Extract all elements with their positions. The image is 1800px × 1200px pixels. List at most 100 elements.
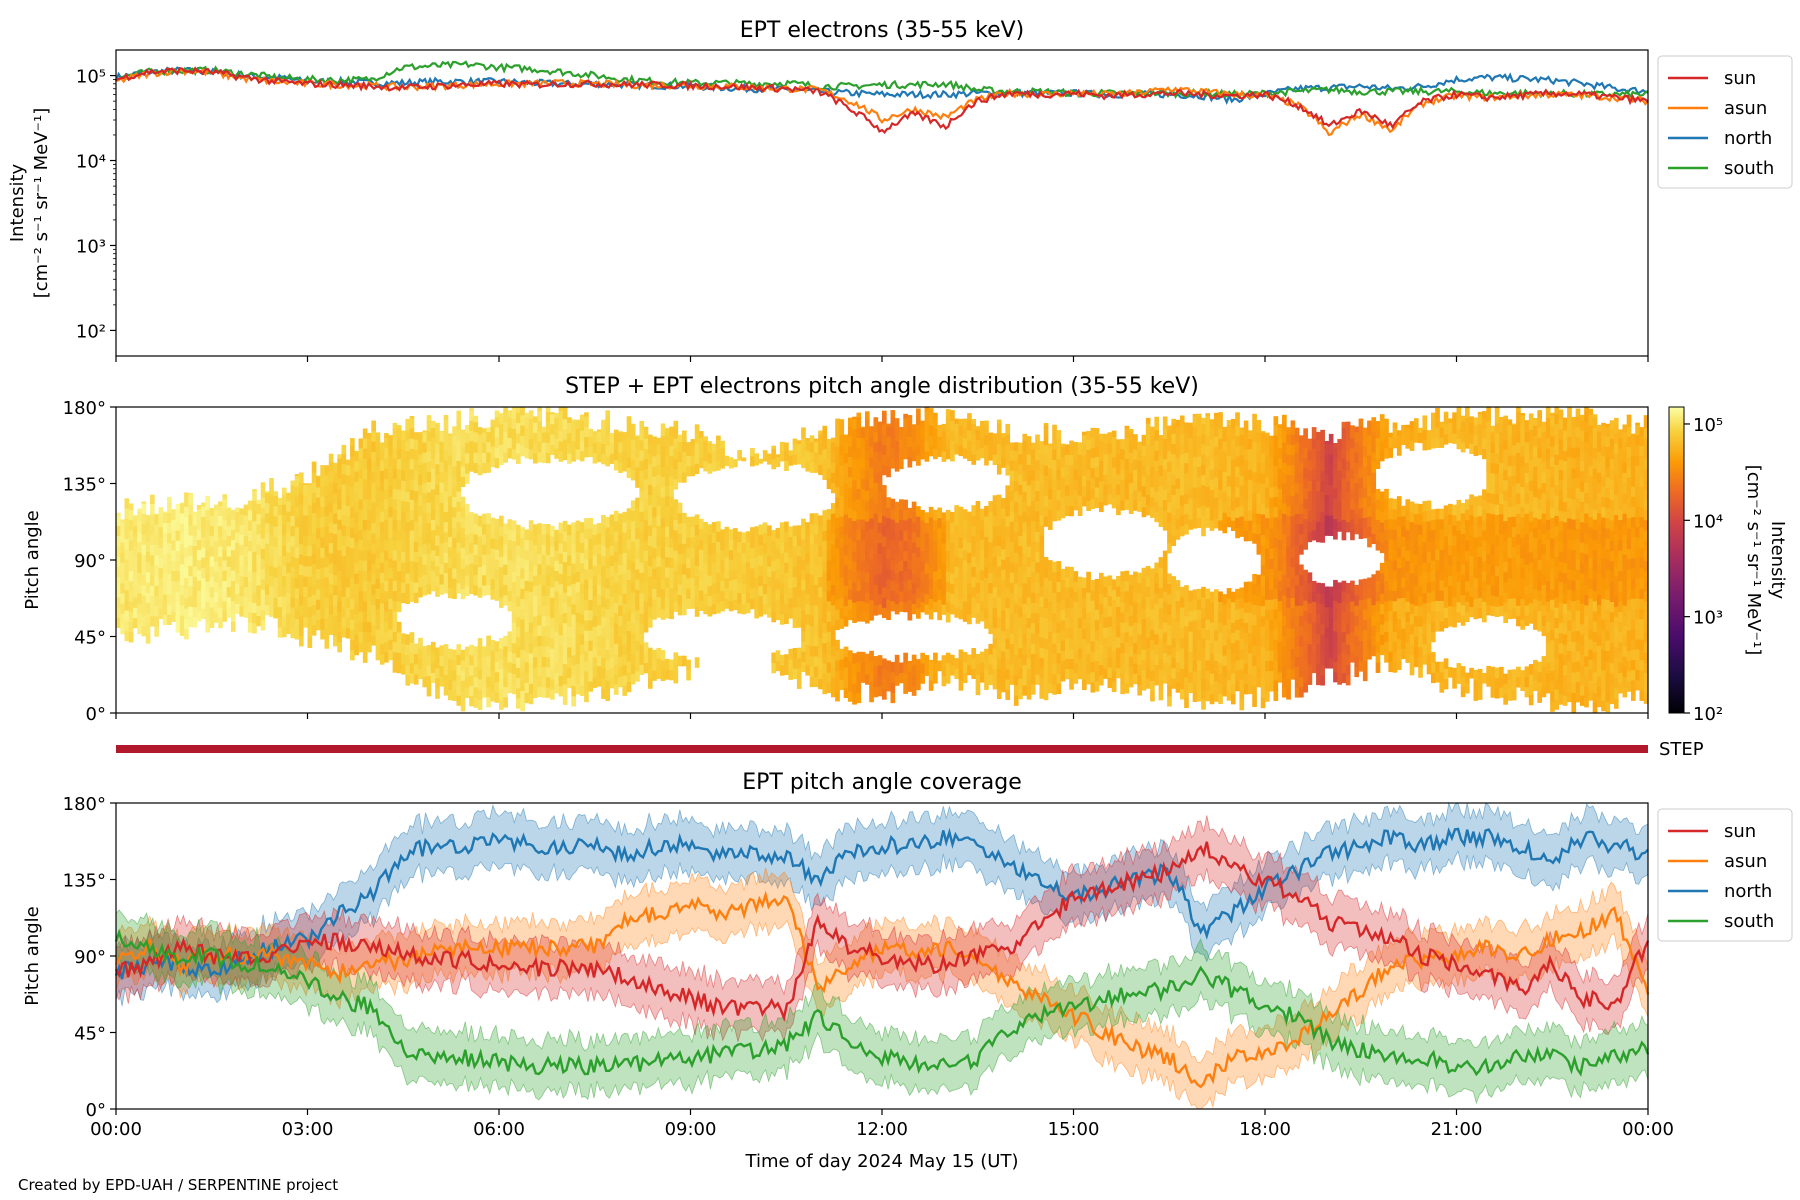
heatmap-cell xyxy=(877,430,883,442)
heatmap-cell xyxy=(311,502,317,514)
heatmap-cell xyxy=(847,507,853,519)
heatmap-cell xyxy=(975,653,981,665)
heatmap-cell xyxy=(350,619,355,630)
heatmap-cell xyxy=(524,600,530,612)
heatmap-cell xyxy=(694,585,700,597)
heatmap-cell xyxy=(779,654,785,666)
heatmap-cell xyxy=(916,597,921,609)
heatmap-cell xyxy=(324,566,330,578)
heatmap-cell xyxy=(894,501,900,513)
heatmap-cell xyxy=(1082,495,1087,507)
heatmap-cell xyxy=(218,607,223,618)
heatmap-cell xyxy=(464,656,470,668)
heatmap-cell xyxy=(588,528,594,539)
heatmap-cell xyxy=(1005,546,1011,558)
heatmap-cell xyxy=(886,423,891,427)
heatmap-cell xyxy=(1145,627,1151,638)
heatmap-cell xyxy=(890,570,896,581)
pad-panel-title: STEP + EPT electrons pitch angle distrib… xyxy=(565,374,1199,399)
heatmap-cell xyxy=(813,645,819,657)
heatmap-cell xyxy=(843,677,849,688)
heatmap-cell xyxy=(1188,478,1194,489)
heatmap-cell xyxy=(464,514,470,525)
heatmap-cell xyxy=(388,516,394,528)
heatmap-cell xyxy=(903,571,908,582)
heatmap-cell xyxy=(1043,423,1049,425)
heatmap-cell xyxy=(711,593,717,605)
heatmap-cell xyxy=(775,456,781,468)
heatmap-cell xyxy=(1120,489,1125,501)
heatmap-cell xyxy=(358,570,364,581)
heatmap-cell xyxy=(1073,441,1079,450)
heatmap-cell xyxy=(260,548,266,560)
heatmap-cell xyxy=(1043,648,1049,660)
heatmap-cell xyxy=(596,676,602,687)
heatmap-cell xyxy=(396,479,402,490)
heatmap-cell xyxy=(392,478,398,490)
heatmap-cell xyxy=(1209,693,1215,705)
heatmap-cell xyxy=(260,579,266,590)
heatmap-cell xyxy=(230,621,236,632)
heatmap-cell xyxy=(379,460,385,471)
heatmap-cell xyxy=(571,573,576,585)
heatmap-cell xyxy=(235,542,240,553)
heatmap-cell xyxy=(307,637,313,648)
heatmap-cell xyxy=(686,557,691,569)
heatmap-cell xyxy=(422,430,428,433)
heatmap-cell xyxy=(979,672,985,683)
heatmap-cell xyxy=(439,675,445,687)
heatmap-cell xyxy=(507,529,513,541)
heatmap-cell xyxy=(618,431,623,433)
heatmap-cell xyxy=(869,497,874,509)
heatmap-cell xyxy=(669,567,674,579)
heatmap-cell xyxy=(1150,456,1155,467)
heatmap-cell xyxy=(779,563,785,574)
heatmap-cell xyxy=(988,603,994,614)
heatmap-cell xyxy=(1056,510,1062,521)
heatmap-cell xyxy=(511,653,517,664)
heatmap-cell xyxy=(439,461,445,473)
heatmap-cell xyxy=(677,584,683,595)
heatmap-cell xyxy=(1022,572,1028,584)
heatmap-cell xyxy=(235,532,240,543)
heatmap-cell xyxy=(847,527,853,539)
heatmap-cell xyxy=(1124,662,1130,674)
heatmap-cell xyxy=(333,584,338,596)
heatmap-cell xyxy=(1145,443,1151,455)
heatmap-cell xyxy=(150,585,155,596)
heatmap-cell xyxy=(664,495,670,507)
heatmap-cell xyxy=(507,417,513,428)
heatmap-cell xyxy=(422,554,428,565)
heatmap-cell xyxy=(550,607,555,619)
heatmap-cell xyxy=(954,566,959,577)
heatmap-cell xyxy=(499,413,504,425)
heatmap-cell xyxy=(439,563,445,575)
heatmap-cell xyxy=(975,582,981,594)
heatmap-cell xyxy=(1001,559,1006,570)
heatmap-cell xyxy=(801,518,806,530)
heatmap-cell xyxy=(601,555,606,567)
heatmap-cell xyxy=(856,457,862,469)
heatmap-cell xyxy=(196,508,202,520)
heatmap-cell xyxy=(171,601,176,612)
heatmap-cell xyxy=(792,525,798,537)
heatmap-cell xyxy=(320,506,325,518)
heatmap-cell xyxy=(937,599,942,610)
heatmap-cell xyxy=(1035,572,1040,583)
heatmap-cell xyxy=(788,567,794,578)
heatmap-cell xyxy=(1086,633,1091,644)
heatmap-cell xyxy=(962,601,968,612)
heatmap-cell xyxy=(167,614,172,625)
heatmap-cell xyxy=(613,653,619,665)
heatmap-cell xyxy=(579,675,585,686)
heatmap-cell xyxy=(656,576,662,588)
heatmap-cell xyxy=(1175,671,1181,683)
heatmap-cell xyxy=(652,527,657,539)
heatmap-cell xyxy=(388,476,394,487)
heatmap-cell xyxy=(745,551,751,563)
heatmap-cell xyxy=(1209,612,1215,623)
heatmap-cell xyxy=(911,562,917,574)
heatmap-cell xyxy=(835,435,840,447)
heatmap-cell xyxy=(596,635,602,646)
